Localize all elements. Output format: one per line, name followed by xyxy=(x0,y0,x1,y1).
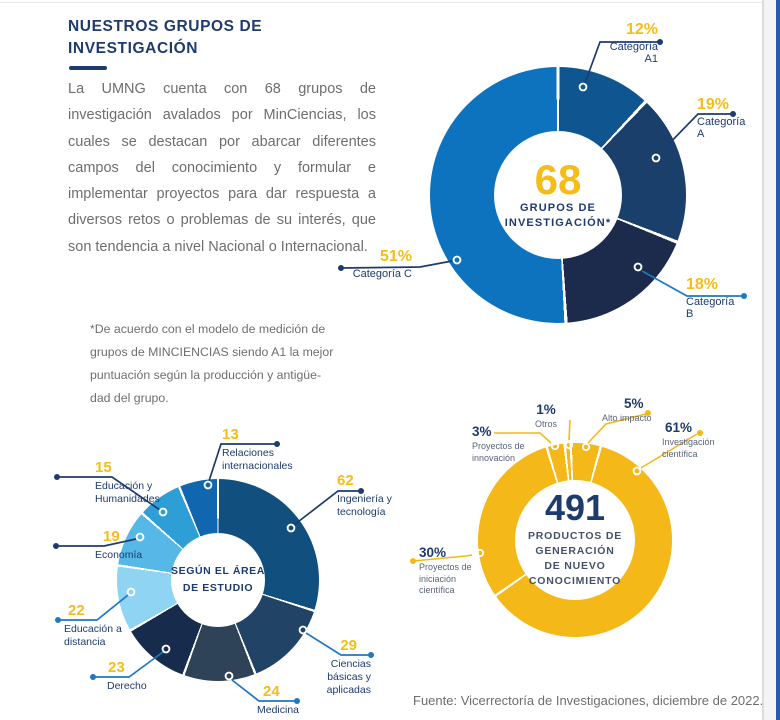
products-donut-chart: 491 PRODUCTOS DE GENERACIÓN DE NUEVO CON… xyxy=(478,443,672,637)
slice-label-otros: 1% Otros xyxy=(529,402,563,431)
slice-name: Categoría A1 xyxy=(609,41,658,65)
slice-label-categoria-a: 19% Categoría A xyxy=(697,96,755,141)
footnote-line: dad del grupo. xyxy=(90,391,169,405)
slice-name: Categoría B xyxy=(686,296,735,320)
products-center-value: 491 xyxy=(544,487,606,528)
slice-name: Proyectos de iniciación científica xyxy=(419,562,472,595)
slice-name: Ciencias básicas y aplicadas xyxy=(326,658,371,696)
groups-donut-center: 68 GRUPOS DE INVESTIGACIÓN* xyxy=(494,131,622,259)
slice-name: Derecho xyxy=(107,680,147,692)
page-right-edge-line xyxy=(762,0,764,720)
slice-label-relaciones-internacionales: 13 Relaciones internacionales xyxy=(222,427,308,473)
slice-value: 24 xyxy=(263,683,280,700)
products-donut-center: 491 PRODUCTOS DE GENERACIÓN DE NUEVO CON… xyxy=(515,480,635,600)
slice-value: 29 xyxy=(340,637,357,654)
slice-label-categoria-c: 51% Categoría C xyxy=(336,248,412,281)
slice-pct: 18% xyxy=(686,276,719,293)
slice-name: Relaciones internacionales xyxy=(222,447,293,472)
slice-label-proyectos-de-iniciacion-cientifica: 30% Proyectos de iniciación científica xyxy=(419,545,481,597)
page-title-line2: INVESTIGACIÓN xyxy=(68,40,199,57)
title-underline xyxy=(69,66,107,70)
slice-name: Medicina xyxy=(257,704,300,716)
page-title-line1: NUESTROS GRUPOS DE xyxy=(68,18,263,35)
slice-pct: 12% xyxy=(625,21,658,38)
slice-name: Proyectos de innovación xyxy=(472,441,525,463)
slice-label-derecho: 23 Derecho xyxy=(107,660,167,693)
slice-pct: 5% xyxy=(624,396,644,411)
slice-pct: 3% xyxy=(472,424,492,439)
slice-value: 19 xyxy=(103,528,120,545)
slice-name: Educación y Humanidades xyxy=(95,480,160,505)
slice-value: 22 xyxy=(68,602,85,619)
groups-donut-chart: 68 GRUPOS DE INVESTIGACIÓN* xyxy=(430,67,686,323)
footnote: *De acuerdo con el modelo de medición de… xyxy=(90,318,370,410)
slice-value: 15 xyxy=(95,459,112,476)
slice-label-categoria-b: 18% Categoría B xyxy=(686,276,744,321)
source-note: Fuente: Vicerrectoría de Investigaciones… xyxy=(413,693,764,708)
page-top-edge xyxy=(0,2,762,3)
slice-pct: 19% xyxy=(697,96,730,113)
slice-name: Categoría A xyxy=(697,116,746,140)
slice-label-ingenieria-y-tecnologia: 62 Ingeniería y tecnología xyxy=(337,473,417,519)
slice-label-categoria-a1: 12% Categoría A1 xyxy=(596,21,658,66)
areas-donut-chart: SEGÚN EL ÁREA DE ESTUDIO xyxy=(117,479,319,681)
slice-label-proyectos-de-innovacion: 3% Proyectos de innovación xyxy=(472,424,534,464)
slice-pct: 1% xyxy=(536,402,556,417)
slice-name: Alto impacto xyxy=(602,413,652,423)
groups-center-value: 68 xyxy=(534,156,582,203)
areas-center-label: SEGÚN EL ÁREA xyxy=(171,565,265,577)
slice-value: 13 xyxy=(222,426,239,443)
slice-label-educacion-y-humanidades: 15 Educación y Humanidades xyxy=(95,460,179,506)
slice-name: Economía xyxy=(95,549,143,561)
slice-label-alto-impacto: 5% Alto impacto xyxy=(602,396,652,425)
slice-label-ciencias-basicas-y-aplicadas: 29 Ciencias básicas y aplicadas xyxy=(311,638,371,697)
slice-label-medicina: 24 Medicina xyxy=(257,684,317,717)
slice-label-investigacion-cientifica: 61% Investigación científica xyxy=(662,420,728,460)
slice-value: 62 xyxy=(337,472,354,489)
slice-name: Categoría C xyxy=(352,268,412,280)
products-center-label: DE NUEVO xyxy=(544,560,606,572)
slice-name: Investigación científica xyxy=(662,437,715,459)
slice-label-educacion-a-distancia: 22 Educación a distancia xyxy=(64,603,130,649)
products-center-label: PRODUCTOS DE xyxy=(528,530,622,542)
intro-paragraph: La UMNG cuenta con 68 grupos de investig… xyxy=(68,81,376,255)
products-center-label: GENERACIÓN xyxy=(535,545,615,557)
groups-center-label: INVESTIGACIÓN* xyxy=(504,217,612,229)
slice-name: Otros xyxy=(534,419,557,429)
slice-name: Ingeniería y tecnología xyxy=(337,493,392,518)
footnote-line: puntuación según la producción y antigüe… xyxy=(90,368,322,382)
slice-value: 23 xyxy=(108,659,125,676)
page-title: NUESTROS GRUPOS DE INVESTIGACIÓN xyxy=(68,16,262,60)
slice-pct: 61% xyxy=(665,420,693,435)
areas-donut-center: SEGÚN EL ÁREA DE ESTUDIO xyxy=(171,533,265,627)
page-right-margin xyxy=(763,0,780,720)
slice-name: Educación a distancia xyxy=(64,623,122,648)
products-center-label: CONOCIMIENTO xyxy=(528,575,622,587)
slice-label-economia: 19 Economía xyxy=(95,529,175,562)
slice-pct: 51% xyxy=(379,248,412,265)
groups-center-label: GRUPOS DE xyxy=(520,202,596,214)
footnote-line: *De acuerdo con el modelo de medición de xyxy=(90,322,326,336)
slice-pct: 30% xyxy=(419,545,447,560)
page-right-blue-bar xyxy=(776,0,780,720)
footnote-line: grupos de MINCIENCIAS siendo A1 la mejor xyxy=(90,345,334,359)
areas-center-label: DE ESTUDIO xyxy=(182,582,254,594)
